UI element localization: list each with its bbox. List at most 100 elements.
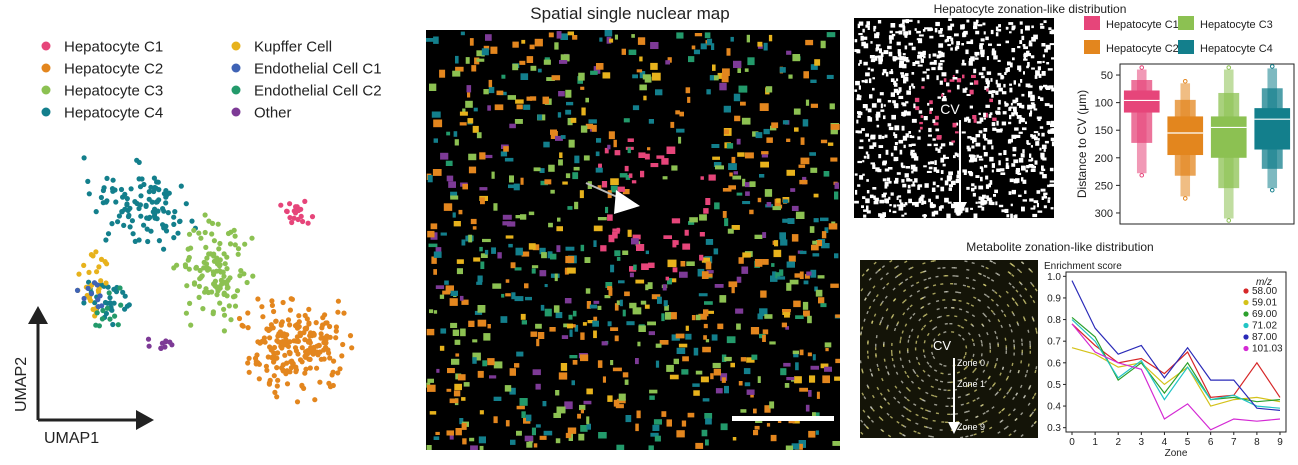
umap-point: [107, 316, 113, 322]
zonation-cell: [979, 43, 984, 46]
spatial-cell: [729, 172, 733, 177]
spatial-cell: [474, 310, 483, 315]
umap-point: [199, 273, 205, 279]
umap-point: [237, 273, 243, 279]
zonation-cell: [1039, 23, 1044, 26]
line-legend-label: 59.01: [1252, 298, 1277, 309]
umap-point: [106, 290, 112, 296]
umap-point: [234, 288, 241, 294]
zonation-cell: [1031, 67, 1035, 70]
zonation-cell: [875, 55, 879, 58]
umap-point: [178, 183, 184, 189]
spatial-cell: [577, 413, 581, 419]
zonation-cell: [1013, 215, 1018, 218]
spatial-cell: [793, 300, 801, 308]
spatial-cell: [601, 181, 608, 188]
umap-point: [145, 336, 152, 342]
zonation-cell: [1011, 25, 1016, 29]
spatial-cell: [487, 358, 495, 366]
spatial-cell: [782, 218, 791, 223]
umap-point: [245, 310, 251, 316]
umap-point: [239, 322, 245, 328]
spatial-cell: [636, 69, 643, 73]
zonation-cell: [857, 184, 861, 187]
spatial-cell: [764, 405, 771, 413]
umap-point: [188, 322, 194, 328]
spatial-cell: [493, 416, 498, 424]
umap-point: [225, 277, 231, 283]
spatial-cell: [484, 249, 489, 255]
umap-point: [186, 266, 192, 272]
spatial-cell: [700, 176, 704, 180]
spatial-cell: [689, 217, 698, 223]
zonation-cell: [984, 138, 988, 141]
spatial-cell: [655, 89, 663, 96]
zonation-cell: [892, 100, 896, 104]
spatial-map: [426, 30, 840, 450]
zonation-cell: [862, 43, 866, 46]
umap-point: [311, 332, 317, 338]
umap-point: [204, 265, 210, 271]
line-legend-marker: [1243, 311, 1249, 317]
line-legend-title: m/z: [1256, 277, 1272, 288]
spatial-cell: [590, 70, 598, 75]
spatial-cell: [520, 177, 524, 185]
spatial-cell: [535, 424, 541, 428]
zonation-cell: [938, 30, 943, 34]
spatial-cell: [599, 37, 603, 42]
zonation-cell: [960, 24, 965, 30]
zonation-cell: [911, 184, 916, 187]
spatial-cell: [682, 356, 689, 362]
umap-point: [274, 355, 280, 361]
zonation-cell: [880, 103, 883, 109]
spatial-cell: [740, 409, 747, 413]
spatial-cell: [704, 32, 711, 39]
spatial-cell: [676, 32, 684, 39]
zonation-cell: [1046, 121, 1051, 125]
zonation-cell: [911, 170, 914, 174]
zonation-cell: [1005, 67, 1008, 73]
line-series: [1071, 319, 1281, 409]
spatial-cell: [636, 410, 641, 419]
umap-point: [272, 389, 278, 395]
zonation-cell: [1027, 142, 1031, 145]
umap-point: [161, 208, 167, 214]
spatial-cell: [627, 138, 634, 142]
zonation-cell: [895, 31, 900, 34]
spatial-cell: [457, 374, 466, 381]
zonation-cell: [914, 154, 917, 158]
zonation-cell: [972, 115, 977, 120]
zonation-cell: [887, 45, 892, 50]
zonation-cell: [862, 160, 865, 163]
spatial-cells: [426, 30, 840, 450]
zonation-cell: [897, 49, 901, 54]
umap-point: [87, 298, 94, 304]
spatial-cell: [734, 115, 741, 122]
umap-point: [224, 266, 230, 272]
umap-point: [122, 191, 128, 197]
spatial-cell: [821, 231, 827, 239]
spatial-cell: [572, 360, 578, 365]
spatial-cell: [509, 175, 514, 183]
zonation-cell: [866, 205, 869, 211]
boxen-frame: [1119, 63, 1295, 225]
zonation-cell: [1018, 194, 1022, 197]
zonation-cell: [937, 66, 943, 71]
umap-point: [122, 293, 128, 299]
zonation-cell: [906, 178, 911, 182]
zonation-cell: [984, 86, 989, 90]
spatial-cell: [505, 420, 510, 427]
umap-point: [163, 223, 169, 229]
spatial-cell: [450, 322, 458, 328]
zonation-cell: [898, 30, 903, 35]
zonation-cell: [956, 153, 959, 158]
umap-point: [286, 349, 292, 355]
spatial-cell: [701, 271, 709, 279]
spatial-cell: [469, 437, 475, 442]
zonation-cell: [939, 80, 943, 85]
spatial-cell: [514, 267, 522, 271]
zonation-cell: [1042, 157, 1047, 161]
spatial-cell: [453, 221, 461, 227]
zonation-cell: [1050, 123, 1054, 128]
